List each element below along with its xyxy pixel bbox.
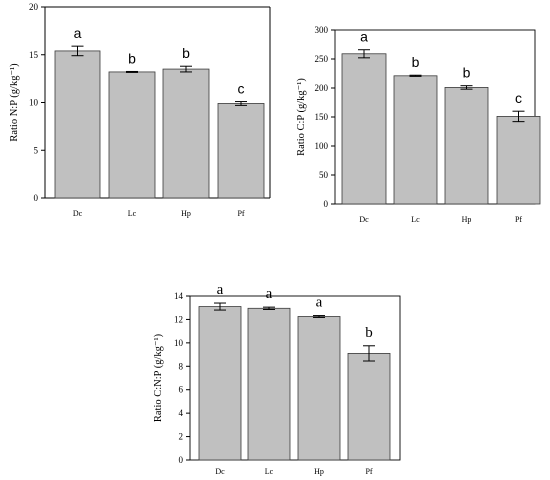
significance-letter: b bbox=[365, 325, 373, 341]
bar-dc bbox=[341, 53, 387, 205]
significance-letter: a bbox=[266, 286, 273, 302]
significance-letter: b bbox=[463, 65, 471, 81]
y-tick-label: 0 bbox=[324, 199, 329, 209]
chart-panel-3: 0 2 4 6 8 10 12 14 a Dc a Lc a Hp b Pf Ratio C:N:P (g/kg… bbox=[153, 282, 401, 476]
bar-hp bbox=[444, 87, 489, 205]
significance-letter: a bbox=[316, 295, 323, 311]
x-tick-label: Lc bbox=[128, 209, 137, 218]
x-tick-label: Pf bbox=[237, 209, 244, 218]
x-tick-label: Lc bbox=[411, 215, 420, 224]
bar-dc bbox=[54, 50, 101, 199]
x-tick-label: Dc bbox=[215, 467, 225, 476]
y-tick-label: 14 bbox=[174, 291, 184, 301]
x-tick-label: Pf bbox=[515, 215, 522, 224]
bar-lc bbox=[108, 71, 156, 199]
x-tick-label: Hp bbox=[314, 467, 324, 476]
significance-letter: b bbox=[412, 54, 420, 70]
y-tick-label: 8 bbox=[179, 361, 184, 371]
bar-pf bbox=[347, 352, 391, 461]
y-tick-label: 5 bbox=[34, 145, 39, 155]
bar-hp bbox=[162, 68, 210, 199]
y-tick-label: 0 bbox=[179, 455, 184, 465]
x-tick-label: Dc bbox=[73, 209, 83, 218]
y-tick-label: 10 bbox=[174, 338, 184, 348]
chart-panel-1: 0 5 10 15 20 a Dc b Lc b Hp c Pf Ratio N:P (g/kg⁻¹) bbox=[9, 2, 271, 218]
x-tick-label: Hp bbox=[181, 209, 191, 218]
y-axis-label: Ratio C:P (g/kg⁻¹) bbox=[296, 78, 307, 156]
significance-letter: a bbox=[217, 282, 224, 298]
bar-hp bbox=[297, 316, 341, 461]
significance-letter: c bbox=[238, 81, 245, 97]
y-tick-label: 50 bbox=[319, 170, 329, 180]
y-tick-label: 12 bbox=[174, 314, 183, 324]
bar-pf bbox=[217, 103, 265, 199]
bar-pf bbox=[496, 116, 541, 205]
x-tick-label: Pf bbox=[365, 467, 372, 476]
chart-panel-2: 0 50 100 150 200 250 300 a Dc b Lc b Hp c Pf Ratio C:P … bbox=[296, 25, 541, 224]
significance-letter: a bbox=[74, 25, 82, 41]
x-tick-label: Dc bbox=[359, 215, 369, 224]
y-tick-label: 2 bbox=[179, 432, 184, 442]
significance-letter: b bbox=[182, 45, 190, 61]
bar-lc bbox=[247, 307, 291, 461]
y-tick-label: 20 bbox=[29, 2, 39, 12]
x-tick-label: Lc bbox=[265, 467, 274, 476]
y-tick-label: 250 bbox=[315, 54, 329, 64]
significance-letter: b bbox=[128, 50, 136, 66]
y-tick-label: 100 bbox=[315, 141, 329, 151]
y-axis-label: Ratio C:N:P (g/kg⁻¹) bbox=[153, 333, 164, 422]
y-tick-label: 4 bbox=[179, 408, 184, 418]
bar-lc bbox=[393, 75, 438, 205]
x-tick-label: Hp bbox=[462, 215, 472, 224]
bar-dc bbox=[198, 306, 242, 461]
y-tick-label: 0 bbox=[34, 193, 39, 203]
y-axis-label: Ratio N:P (g/kg⁻¹) bbox=[9, 63, 20, 142]
y-tick-label: 15 bbox=[29, 50, 39, 60]
y-tick-label: 200 bbox=[315, 83, 329, 93]
y-tick-label: 300 bbox=[315, 25, 329, 35]
y-tick-label: 150 bbox=[315, 112, 329, 122]
y-tick-label: 6 bbox=[179, 385, 184, 395]
y-tick-label: 10 bbox=[29, 98, 39, 108]
significance-letter: a bbox=[360, 29, 368, 45]
significance-letter: c bbox=[515, 90, 522, 106]
plot-frame bbox=[189, 295, 401, 461]
